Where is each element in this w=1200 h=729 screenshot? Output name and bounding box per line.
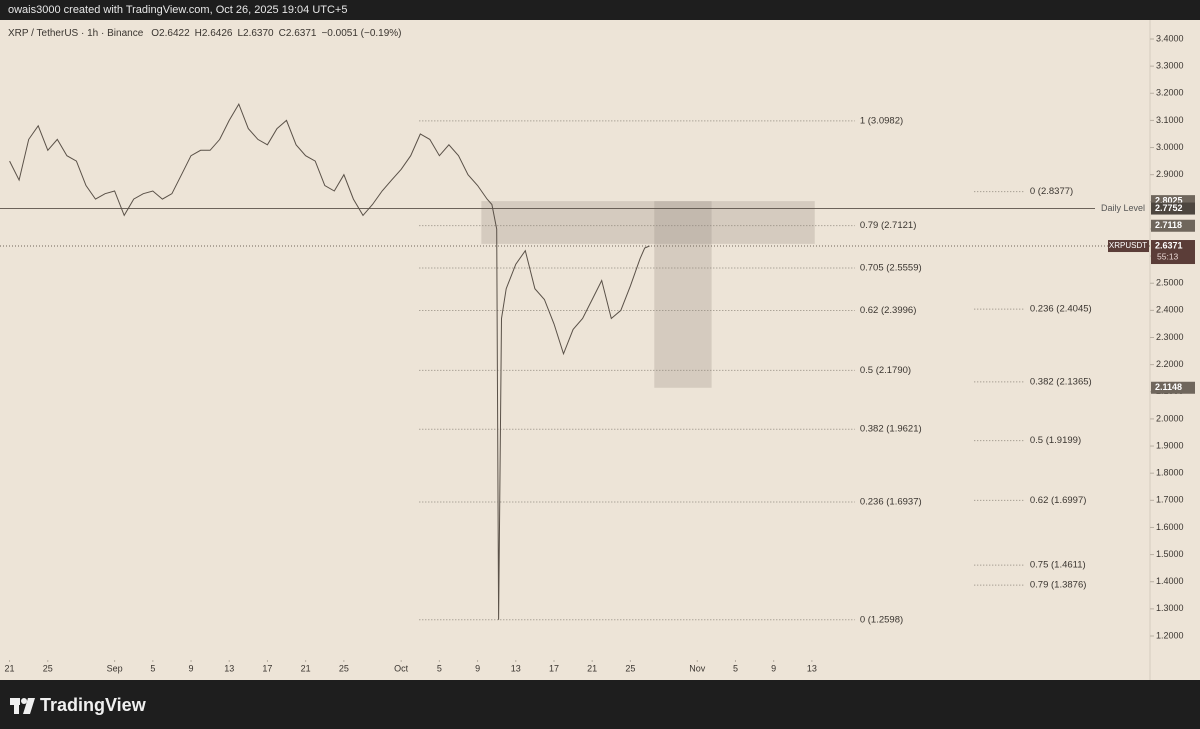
price-tag <box>1151 381 1195 394</box>
x-tick-label: 17 <box>549 663 559 673</box>
y-tick-label: 1.4000 <box>1156 576 1184 586</box>
fib-label: 0.705 (2.5559) <box>860 263 922 274</box>
last-price-tag <box>1151 240 1195 265</box>
fib-label: 0.236 (1.6937) <box>860 497 922 508</box>
fib-label: 0.5 (1.9199) <box>1030 435 1081 446</box>
symbol-header: XRP / TetherUS · 1h · Binance O2.6422 H2.6… <box>8 28 402 39</box>
y-tick-label: 1.3000 <box>1156 603 1184 613</box>
ohlc-label: L <box>237 28 243 39</box>
price-tag-label: 2.7118 <box>1155 220 1182 230</box>
ohlc-label: H <box>195 28 202 39</box>
y-tick-label: 3.0000 <box>1156 142 1184 152</box>
x-tick-label: 5 <box>150 663 155 673</box>
fib-label: 0.75 (1.4611) <box>1030 560 1086 571</box>
ohlc-value: 2.6422 <box>159 28 190 39</box>
y-tick-label: 3.2000 <box>1156 88 1184 98</box>
x-tick-label: 9 <box>475 663 480 673</box>
x-tick-label: 13 <box>807 663 817 673</box>
y-tick-label: 2.5000 <box>1156 278 1184 288</box>
ohlc-value: 2.6371 <box>286 28 317 39</box>
fib-label: 0 (1.2598) <box>860 614 903 625</box>
x-tick-label: 13 <box>224 663 234 673</box>
logo-dot <box>21 698 27 704</box>
chart-background <box>0 20 1200 680</box>
fib-label: 0.62 (1.6997) <box>1030 495 1087 506</box>
brand-logo <box>10 698 35 714</box>
x-tick-label: 21 <box>587 663 597 673</box>
y-tick-label: 1.8000 <box>1156 468 1184 478</box>
y-tick-label: 3.3000 <box>1156 61 1184 71</box>
y-tick-label: 1.9000 <box>1156 440 1184 450</box>
last-price-symbol-tag <box>1108 240 1149 253</box>
zone <box>481 201 815 244</box>
x-tick-label: 21 <box>301 663 311 673</box>
x-tick-label: 21 <box>5 663 15 673</box>
x-tick-label: 17 <box>262 663 272 673</box>
fib-label: 0.79 (2.7121) <box>860 220 917 231</box>
x-tick-label: 5 <box>437 663 442 673</box>
y-tick-label: 2.0000 <box>1156 413 1184 423</box>
y-tick-label: 3.1000 <box>1156 115 1184 125</box>
ohlc-label: O <box>151 28 159 39</box>
watermark: owais3000 created with TradingView.com, … <box>8 4 347 16</box>
x-tick-label: 25 <box>625 663 635 673</box>
y-tick-label: 2.4000 <box>1156 305 1184 315</box>
fib-label: 0.62 (2.3996) <box>860 305 917 316</box>
countdown: 55:13 <box>1157 251 1179 261</box>
y-tick-label: 2.9000 <box>1156 169 1184 179</box>
y-tick-label: 1.7000 <box>1156 495 1184 505</box>
zone <box>654 201 712 388</box>
x-tick-label: 25 <box>339 663 349 673</box>
y-tick-label: 1.5000 <box>1156 549 1184 559</box>
ohlc-value: 2.6426 <box>202 28 233 39</box>
fib-label: 0 (2.8377) <box>1030 186 1073 197</box>
x-tick-label: 13 <box>511 663 521 673</box>
logo-slash <box>23 698 35 714</box>
y-tick-label: 1.2000 <box>1156 630 1184 640</box>
price-tag <box>1151 219 1195 232</box>
y-tick-label: 2.2000 <box>1156 359 1184 369</box>
fib-label: 0.236 (2.4045) <box>1030 304 1092 315</box>
x-tick-label: Oct <box>394 663 409 673</box>
daily-level-label: Daily Level <box>1101 203 1145 213</box>
y-tick-label: 3.4000 <box>1156 33 1184 43</box>
y-tick-label: 2.3000 <box>1156 332 1184 342</box>
fib-label: 0.5 (2.1790) <box>860 365 911 376</box>
price-line <box>9 102 650 620</box>
logo-stem <box>14 698 19 714</box>
daily-level-tag-label: 2.7752 <box>1155 203 1183 213</box>
y-tick-label: 1.6000 <box>1156 522 1184 532</box>
price-tag-label: 2.1148 <box>1155 382 1182 392</box>
fib-label: 0.79 (1.3876) <box>1030 580 1087 591</box>
x-tick-label: 9 <box>771 663 776 673</box>
x-tick-label: 9 <box>189 663 194 673</box>
symbol-title: XRP / TetherUS · 1h · Binance <box>8 28 144 39</box>
last-price-label: 2.6371 <box>1155 240 1183 250</box>
fib-label: 0.382 (1.9621) <box>860 424 922 435</box>
fib-label: 1 (3.0982) <box>860 115 903 126</box>
ohlc-label: C <box>279 28 286 39</box>
last-price-symbol: XRPUSDT <box>1109 241 1147 250</box>
price-tag-label: 2.8025 <box>1155 196 1183 206</box>
x-tick-label: Sep <box>107 663 123 673</box>
brand: TradingView <box>40 695 147 715</box>
daily-level-tag <box>1151 202 1195 215</box>
x-tick-label: Nov <box>689 663 706 673</box>
x-tick-label: 5 <box>733 663 738 673</box>
x-tick-label: 25 <box>43 663 53 673</box>
ohlc-value: 2.6370 <box>243 28 274 39</box>
price-change: −0.0051 (−0.19%) <box>321 28 401 39</box>
fib-label: 0.382 (2.1365) <box>1030 376 1092 387</box>
